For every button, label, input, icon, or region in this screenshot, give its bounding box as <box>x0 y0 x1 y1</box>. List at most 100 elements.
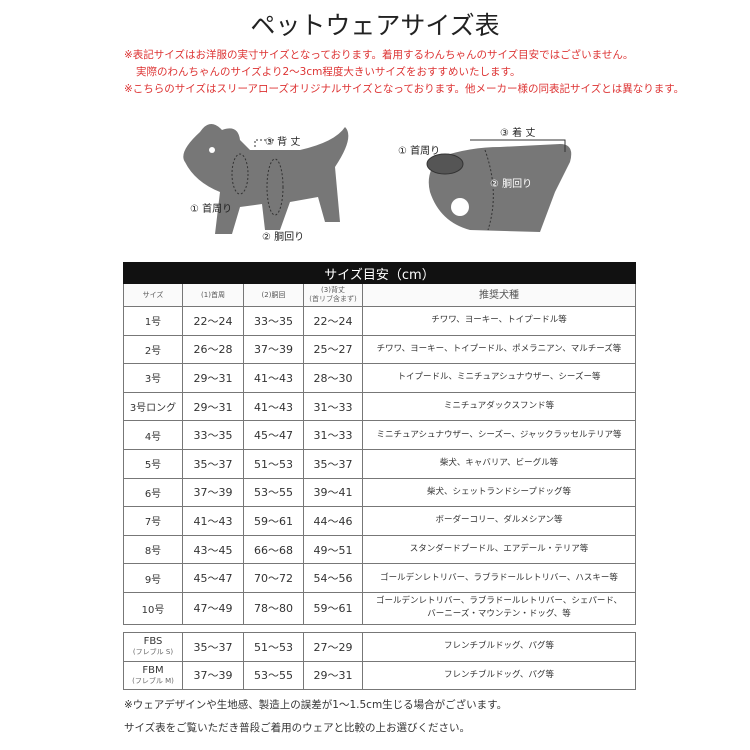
dog-back-label: ③ 背 丈 <box>265 135 300 148</box>
back-cell: 44～46 <box>303 506 363 536</box>
table-row: 10号 47～49 78～80 59～61 ゴールデンレトリバー、ラブラドールレトリバー… <box>123 591 636 625</box>
back-cell: 35～37 <box>303 448 363 479</box>
size-cell: 5号 <box>123 448 183 479</box>
size-cell: FBS (フレブル S) <box>123 632 183 662</box>
size-cell: 3号 <box>123 363 183 393</box>
neck-cell: 29～31 <box>182 363 244 393</box>
breeds-cell: ゴールデンレトリバー、ラブラドールレトリバー、ハスキー等 <box>362 563 636 593</box>
body-cell: 59～61 <box>243 506 304 536</box>
body-cell: 41～43 <box>243 391 304 422</box>
col-neck: (1)首周 <box>182 283 244 307</box>
back-cell: 27～29 <box>303 632 363 662</box>
dog-neck-label: ① 首周り <box>190 202 232 215</box>
body-cell: 78～80 <box>243 591 304 625</box>
neck-cell: 37～39 <box>182 660 244 691</box>
size-cell: 9号 <box>123 563 183 593</box>
neck-cell: 22～24 <box>182 306 244 336</box>
footnote-2: サイズ表をご覧いただき普段ご着用のウェアと比較の上お選びください。 <box>124 722 470 734</box>
table-row: 9号 45～47 70～72 54～56 ゴールデンレトリバー、ラブラドールレトリバー、… <box>123 563 636 593</box>
back-cell: 28～30 <box>303 363 363 393</box>
back-cell: 29～31 <box>303 660 363 691</box>
neck-cell: 35～37 <box>182 448 244 479</box>
size-cell: 7号 <box>123 506 183 536</box>
body-cell: 70～72 <box>243 563 304 593</box>
breeds-cell: 柴犬、キャバリア、ビーグル等 <box>362 448 636 479</box>
breeds-cell: フレンチブルドッグ、パグ等 <box>362 632 636 662</box>
back-cell: 31～33 <box>303 391 363 422</box>
body-cell: 51～53 <box>243 448 304 479</box>
neck-cell: 47～49 <box>182 591 244 625</box>
table-row: FBM (フレブル M) 37～39 53～55 29～31 フレンチブルドッグ、パグ等 <box>123 660 636 691</box>
table-row: 1号 22～24 33～35 22～24 チワワ、ヨーキー、トイプードル等 <box>123 306 636 336</box>
neck-cell: 29～31 <box>182 391 244 422</box>
body-cell: 41～43 <box>243 363 304 393</box>
neck-cell: 35～37 <box>182 632 244 662</box>
notes: ※表記サイズはお洋服の実寸サイズとなっております。着用するわんちゃんのサイズ目安… <box>124 47 684 98</box>
body-cell: 33～35 <box>243 306 304 336</box>
table-row: 5号 35～37 51～53 35～37 柴犬、キャバリア、ビーグル等 <box>123 448 636 479</box>
footnote-1: ※ウェアデザインや生地感、製造上の誤差が1～1.5cm生じる場合がございます。 <box>124 699 508 711</box>
breeds-cell: チワワ、ヨーキー、トイプードル、ポメラニアン、マルチーズ等 <box>362 334 636 365</box>
table-caption: サイズ目安（cm） <box>123 262 636 284</box>
breeds-cell: ミニチュアシュナウザー、シーズー、ジャックラッセルテリア等 <box>362 420 636 450</box>
body-cell: 45～47 <box>243 420 304 450</box>
breeds-cell: フレンチブルドッグ、パグ等 <box>362 660 636 691</box>
back-cell: 25～27 <box>303 334 363 365</box>
back-cell: 22～24 <box>303 306 363 336</box>
back-cell: 39～41 <box>303 477 363 508</box>
size-cell: 2号 <box>123 334 183 365</box>
table-row: 4号 33～35 45～47 31～33 ミニチュアシュナウザー、シーズー、ジャックラッ… <box>123 420 636 450</box>
wear-body-label: ② 胴回り <box>490 178 532 190</box>
frenchbull-table: FBS (フレブル S) 35～37 51～53 27～29 フレンチブルドッグ、パグ等 F… <box>123 632 636 691</box>
size-table: サイズ目安（cm） サイズ (1)首周 (2)胴回 (3)背丈 (首リブ含まず) … <box>123 262 636 625</box>
measurement-diagram: ③ 背 丈 ① 首周り ② 胴回り ③ 着 丈 ① 首周り ② 胴回り <box>183 123 572 243</box>
page-title: ペットウェアサイズ表 <box>250 11 500 40</box>
breeds-cell: ボーダーコリー、ダルメシアン等 <box>362 506 636 536</box>
table-row: 6号 37～39 53～55 39～41 柴犬、シェットランドシープドッグ等 <box>123 477 636 508</box>
wear-neck-label: ① 首周り <box>398 144 440 157</box>
neck-cell: 33～35 <box>182 420 244 450</box>
size-cell: 6号 <box>123 477 183 508</box>
back-cell: 59～61 <box>303 591 363 625</box>
table-row: 7号 41～43 59～61 44～46 ボーダーコリー、ダルメシアン等 <box>123 506 636 536</box>
col-size: サイズ <box>123 283 183 307</box>
wear-illustration: ③ 着 丈 ① 首周り ② 胴回り <box>398 126 572 232</box>
breeds-cell: ゴールデンレトリバー、ラブラドールレトリバー、シェパード、 バーニーズ・マウンテン… <box>362 591 636 625</box>
size-cell: FBM (フレブル M) <box>123 660 183 691</box>
wear-length-label: ③ 着 丈 <box>500 126 535 139</box>
table-row: 3号ロング 29～31 41～43 31～33 ミニチュアダックスフンド等 <box>123 391 636 422</box>
size-cell: 4号 <box>123 420 183 450</box>
body-cell: 66～68 <box>243 534 304 565</box>
table-row: 8号 43～45 66～68 49～51 スタンダードプードル、エアデール・テリア等 <box>123 534 636 565</box>
neck-cell: 37～39 <box>182 477 244 508</box>
body-cell: 53～55 <box>243 477 304 508</box>
body-cell: 51～53 <box>243 632 304 662</box>
body-cell: 37～39 <box>243 334 304 365</box>
note-1: ※表記サイズはお洋服の実寸サイズとなっております。着用するわんちゃんのサイズ目安… <box>124 49 634 61</box>
table-row: FBS (フレブル S) 35～37 51～53 27～29 フレンチブルドッグ、パグ等 <box>123 632 636 662</box>
breeds-cell: スタンダードプードル、エアデール・テリア等 <box>362 534 636 565</box>
breeds-cell: チワワ、ヨーキー、トイプードル等 <box>362 306 636 336</box>
back-cell: 31～33 <box>303 420 363 450</box>
breeds-cell: トイプードル、ミニチュアシュナウザー、シーズー等 <box>362 363 636 393</box>
back-cell: 54～56 <box>303 563 363 593</box>
breeds-cell: 柴犬、シェットランドシープドッグ等 <box>362 477 636 508</box>
table-row: 3号 29～31 41～43 28～30 トイプードル、ミニチュアシュナウザー、シーズー… <box>123 363 636 393</box>
neck-cell: 41～43 <box>182 506 244 536</box>
body-cell: 53～55 <box>243 660 304 691</box>
neck-cell: 26～28 <box>182 334 244 365</box>
neck-cell: 45～47 <box>182 563 244 593</box>
dog-body-label: ② 胴回り <box>262 231 304 243</box>
size-cell: 1号 <box>123 306 183 336</box>
breeds-cell: ミニチュアダックスフンド等 <box>362 391 636 422</box>
size-cell: 8号 <box>123 534 183 565</box>
back-cell: 49～51 <box>303 534 363 565</box>
note-3: ※こちらのサイズはスリーアローズオリジナルサイズとなっております。他メーカー様の… <box>124 83 685 95</box>
dog-illustration: ③ 背 丈 ① 首周り ② 胴回り <box>183 123 349 243</box>
header-row: サイズ (1)首周 (2)胴回 (3)背丈 (首リブ含まず) 推奨犬種 <box>123 283 636 307</box>
col-back: (3)背丈 (首リブ含まず) <box>303 283 363 307</box>
col-breeds: 推奨犬種 <box>362 283 636 307</box>
size-cell: 10号 <box>123 591 183 625</box>
table-row: 2号 26～28 37～39 25～27 チワワ、ヨーキー、トイプードル、ポメラニアン、… <box>123 334 636 365</box>
size-cell: 3号ロング <box>123 391 183 422</box>
